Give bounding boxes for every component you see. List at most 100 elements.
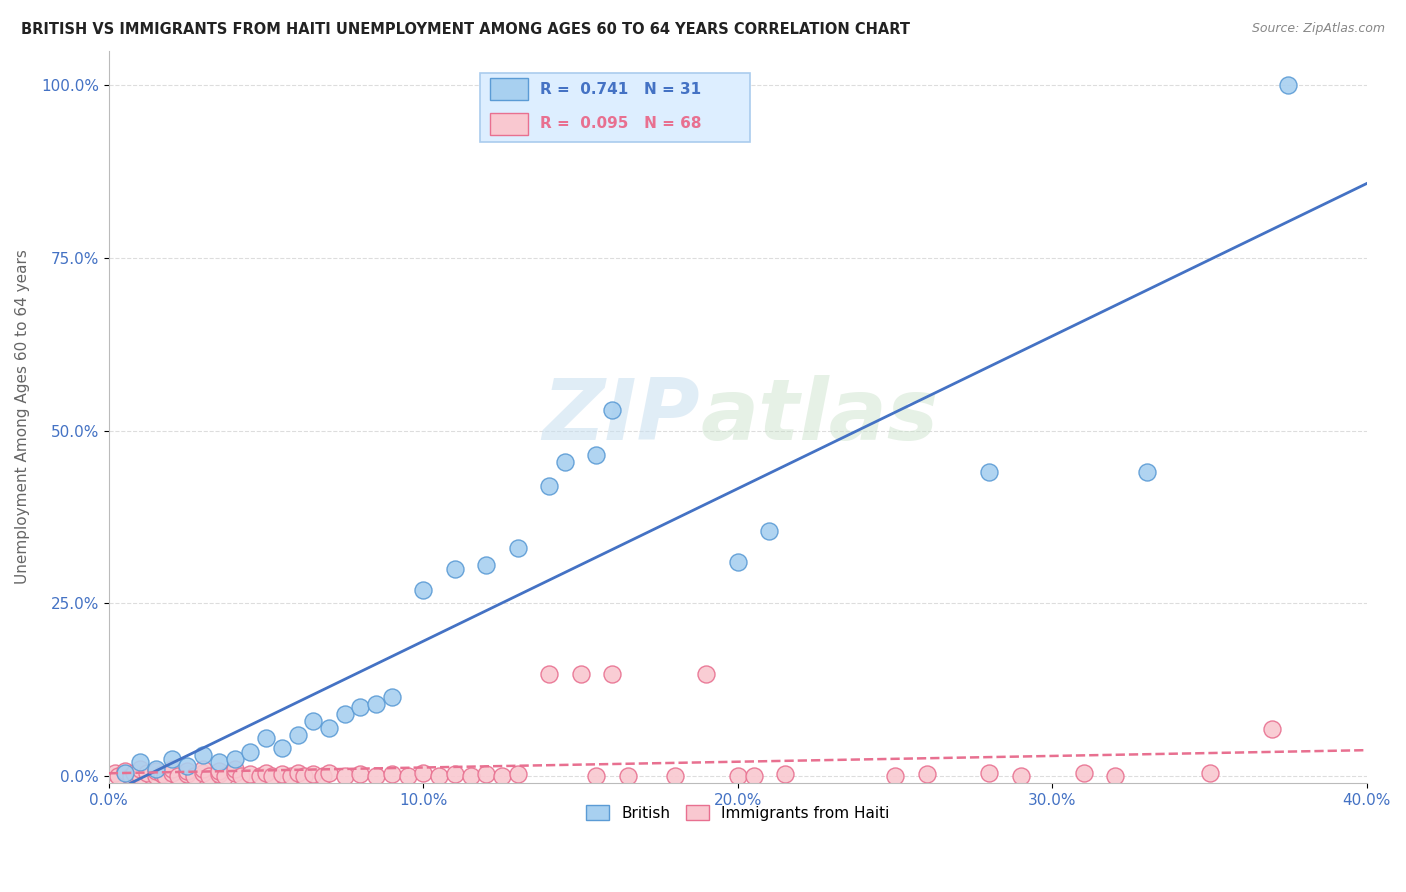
Point	[381, 690, 404, 704]
Point	[318, 765, 340, 780]
Point	[183, 769, 205, 783]
Point	[254, 731, 277, 746]
Point	[302, 767, 325, 781]
Point	[270, 767, 292, 781]
Text: Source: ZipAtlas.com: Source: ZipAtlas.com	[1251, 22, 1385, 36]
FancyBboxPatch shape	[491, 78, 527, 100]
Point	[727, 555, 749, 569]
Point	[155, 769, 177, 783]
Point	[280, 769, 302, 783]
Point	[695, 666, 717, 681]
Point	[287, 765, 309, 780]
Point	[366, 769, 388, 783]
Point	[349, 700, 371, 714]
Point	[475, 767, 498, 781]
Point	[979, 465, 1001, 479]
Point	[396, 769, 419, 783]
Legend: British, Immigrants from Haiti: British, Immigrants from Haiti	[581, 798, 896, 827]
Point	[270, 741, 292, 756]
Point	[412, 765, 434, 780]
Point	[193, 762, 215, 776]
Point	[150, 767, 173, 781]
Point	[145, 769, 167, 783]
Point	[312, 769, 335, 783]
Point	[176, 758, 198, 772]
Point	[318, 721, 340, 735]
Point	[758, 524, 780, 538]
Point	[104, 765, 127, 780]
Point	[208, 767, 231, 781]
Point	[224, 752, 246, 766]
Point	[600, 403, 623, 417]
Point	[198, 769, 221, 783]
Point	[491, 769, 513, 783]
Point	[145, 762, 167, 776]
Point	[229, 769, 252, 783]
Point	[224, 762, 246, 776]
Point	[129, 756, 152, 770]
Point	[249, 769, 271, 783]
Point	[1198, 765, 1220, 780]
Point	[224, 765, 246, 780]
Point	[727, 769, 749, 783]
Point	[176, 767, 198, 781]
Point	[122, 765, 145, 780]
Point	[129, 769, 152, 783]
Point	[1073, 765, 1095, 780]
Point	[333, 769, 356, 783]
Point	[114, 764, 136, 778]
Point	[538, 666, 561, 681]
Point	[915, 767, 938, 781]
Point	[114, 765, 136, 780]
Point	[1104, 769, 1126, 783]
Point	[443, 562, 465, 576]
Point	[506, 541, 529, 555]
Point	[1261, 722, 1284, 736]
Point	[427, 769, 450, 783]
Point	[979, 765, 1001, 780]
Point	[742, 769, 765, 783]
Point	[664, 769, 686, 783]
Point	[160, 765, 183, 780]
Point	[554, 455, 576, 469]
Point	[214, 769, 236, 783]
Point	[616, 769, 638, 783]
Point	[254, 765, 277, 780]
Point	[208, 756, 231, 770]
Point	[443, 767, 465, 781]
Point	[585, 448, 607, 462]
Text: R =  0.741   N = 31: R = 0.741 N = 31	[540, 82, 702, 96]
Point	[884, 769, 907, 783]
Point	[167, 769, 190, 783]
Y-axis label: Unemployment Among Ages 60 to 64 years: Unemployment Among Ages 60 to 64 years	[15, 250, 30, 584]
Point	[193, 748, 215, 763]
Point	[585, 769, 607, 783]
Point	[302, 714, 325, 728]
Point	[349, 767, 371, 781]
Point	[366, 697, 388, 711]
Point	[538, 479, 561, 493]
Point	[107, 769, 129, 783]
Text: atlas: atlas	[700, 376, 938, 458]
Point	[208, 764, 231, 778]
Point	[160, 762, 183, 776]
Point	[333, 706, 356, 721]
Point	[160, 752, 183, 766]
Point	[145, 764, 167, 778]
Point	[287, 728, 309, 742]
FancyBboxPatch shape	[491, 113, 527, 135]
Text: R =  0.095   N = 68: R = 0.095 N = 68	[540, 117, 702, 131]
Point	[506, 767, 529, 781]
Point	[135, 765, 157, 780]
Point	[1277, 78, 1299, 93]
Point	[193, 765, 215, 780]
Point	[262, 769, 284, 783]
Text: BRITISH VS IMMIGRANTS FROM HAITI UNEMPLOYMENT AMONG AGES 60 TO 64 YEARS CORRELAT: BRITISH VS IMMIGRANTS FROM HAITI UNEMPLO…	[21, 22, 910, 37]
Point	[129, 762, 152, 776]
Point	[1010, 769, 1032, 783]
Point	[381, 767, 404, 781]
Point	[475, 558, 498, 573]
Point	[1136, 465, 1159, 479]
Point	[412, 582, 434, 597]
Text: ZIP: ZIP	[543, 376, 700, 458]
